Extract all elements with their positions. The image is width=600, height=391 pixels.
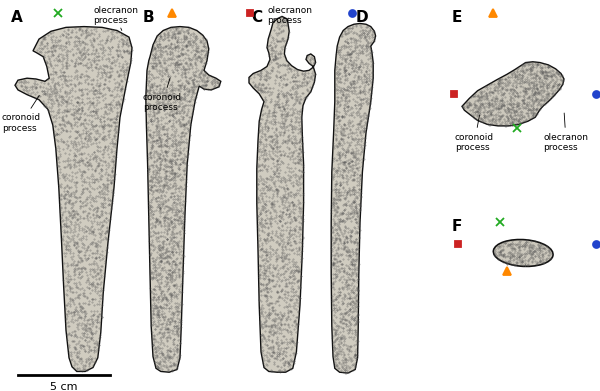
Polygon shape xyxy=(146,27,221,372)
Text: B: B xyxy=(143,10,154,25)
Text: olecranon
process: olecranon process xyxy=(544,113,589,152)
Polygon shape xyxy=(331,23,376,373)
Polygon shape xyxy=(249,16,316,372)
Text: E: E xyxy=(451,10,461,25)
Text: coronoid
process: coronoid process xyxy=(143,78,182,113)
Polygon shape xyxy=(462,62,564,126)
Text: C: C xyxy=(251,10,262,25)
Text: olecranon
process: olecranon process xyxy=(93,6,138,30)
Text: olecranon
process: olecranon process xyxy=(267,6,312,25)
Text: F: F xyxy=(451,219,461,234)
Text: D: D xyxy=(355,10,368,25)
Ellipse shape xyxy=(493,240,553,266)
Text: A: A xyxy=(11,10,23,25)
Text: coronoid
process: coronoid process xyxy=(2,95,41,133)
Polygon shape xyxy=(15,27,132,371)
Text: 5 cm: 5 cm xyxy=(50,382,77,391)
Text: coronoid
process: coronoid process xyxy=(455,115,494,152)
